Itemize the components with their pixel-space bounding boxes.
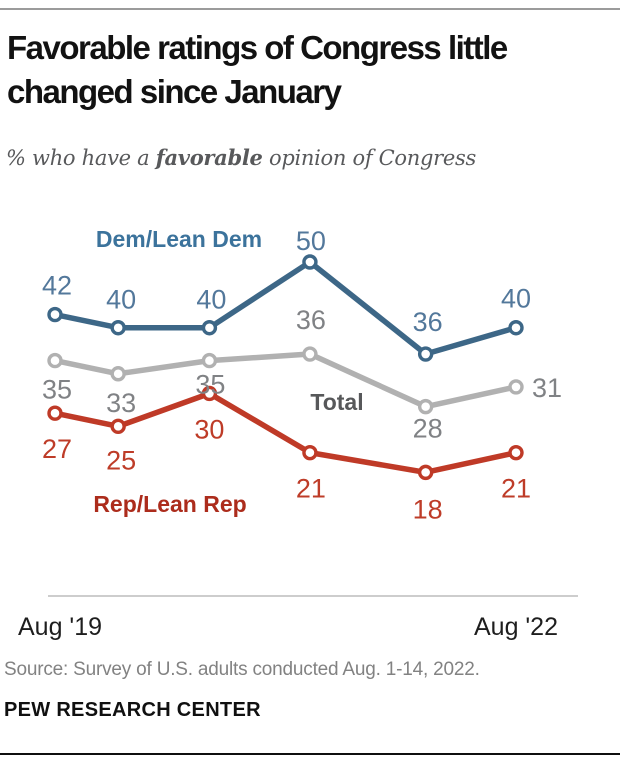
data-point-label: 40 <box>196 285 226 315</box>
data-point-label: 31 <box>532 373 562 403</box>
subtitle-suffix: opinion of Congress <box>262 146 476 170</box>
data-point-label: 50 <box>296 226 326 256</box>
series-label: Total <box>310 389 363 415</box>
data-point-marker <box>302 346 318 362</box>
series-label: Dem/Lean Dem <box>96 226 262 252</box>
data-point-label: 36 <box>296 305 326 335</box>
series-line <box>52 259 519 357</box>
data-point-marker <box>47 306 63 323</box>
x-axis-label-right: Aug '22 <box>473 613 558 641</box>
data-point-label: 35 <box>42 375 72 405</box>
data-point-marker <box>47 405 63 421</box>
data-point-marker <box>417 398 434 415</box>
data-point-label: 40 <box>106 285 136 315</box>
data-point-label: 35 <box>195 370 225 400</box>
data-point-marker <box>201 320 218 336</box>
data-point-label: 21 <box>296 474 326 504</box>
data-point-label: 21 <box>501 474 531 504</box>
series-line <box>52 351 519 410</box>
x-axis-line <box>48 595 578 597</box>
chart-title-line-2: changed since January <box>7 73 342 110</box>
data-point-marker <box>302 444 318 461</box>
data-point-marker <box>508 444 524 461</box>
bottom-border <box>0 753 620 755</box>
chart-subtitle: % who have a favorable opinion of Congre… <box>6 145 606 170</box>
top-border <box>0 8 620 10</box>
data-point-label: 18 <box>413 494 443 524</box>
source-note: Source: Survey of U.S. adults conducted … <box>4 659 480 680</box>
series-label: Rep/Lean Rep <box>93 491 246 517</box>
data-point-marker <box>201 385 218 402</box>
data-point-marker <box>417 346 434 362</box>
data-point-label: 28 <box>413 414 443 444</box>
data-point-marker <box>110 366 126 382</box>
subtitle-emphasis: favorable <box>155 145 263 170</box>
data-point-label: 30 <box>194 414 224 444</box>
series-line <box>52 390 519 476</box>
data-point-marker <box>508 320 524 336</box>
data-point-label: 25 <box>106 445 136 475</box>
data-point-label: 40 <box>501 284 531 314</box>
data-point-label: 33 <box>106 388 136 418</box>
brand-footer: PEW RESEARCH CENTER <box>4 699 261 721</box>
data-point-marker <box>508 379 524 395</box>
data-point-marker <box>417 464 434 481</box>
data-point-label: 42 <box>42 271 72 301</box>
data-point-marker <box>110 320 126 336</box>
data-point-marker <box>302 254 318 270</box>
data-point-marker <box>110 418 126 435</box>
data-point-marker <box>201 352 218 369</box>
chart-title: Favorable ratings of Congress little cha… <box>7 26 607 114</box>
data-point-label: 36 <box>413 307 443 337</box>
x-axis-label-left: Aug '19 <box>18 613 103 641</box>
chart-title-line-1: Favorable ratings of Congress little <box>7 29 508 66</box>
data-point-label: 27 <box>42 434 72 464</box>
subtitle-prefix: % who have a <box>6 146 156 170</box>
data-point-marker <box>47 352 63 369</box>
